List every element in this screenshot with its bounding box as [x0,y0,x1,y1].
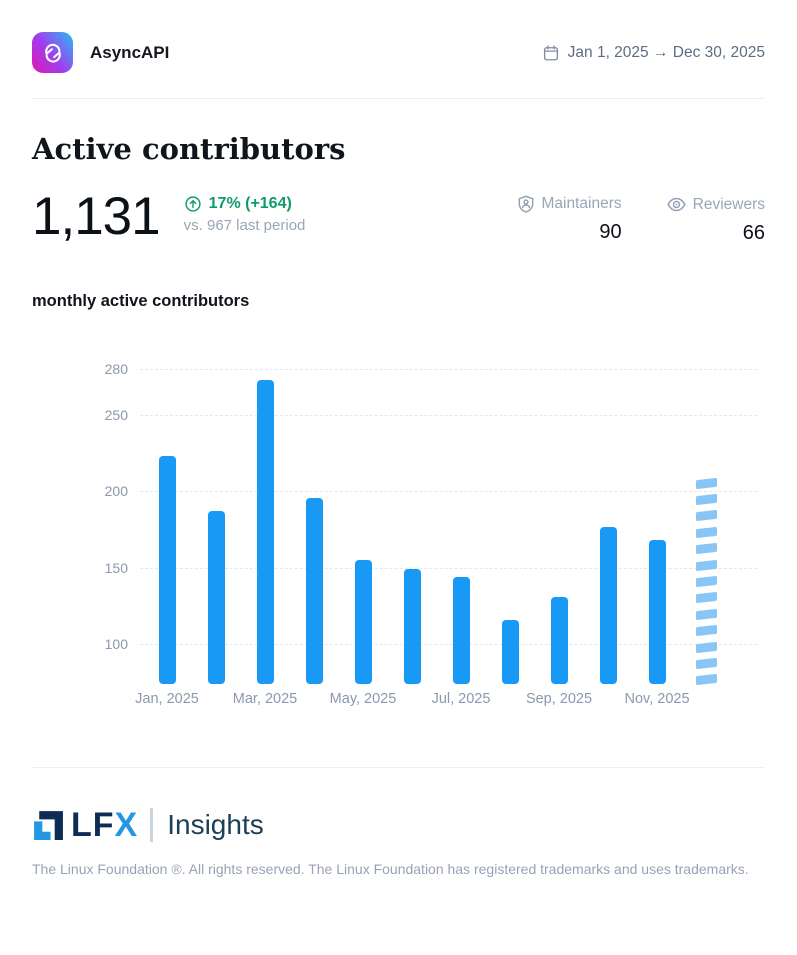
bar [256,379,274,684]
bar [403,569,421,684]
date-range-text: Jan 1, 2025 → Dec 30, 2025 [567,43,765,61]
bar [305,497,323,684]
chart-title: monthly active contributors [32,292,250,310]
bar [599,526,617,684]
header-divider [32,98,765,99]
projected-bar-segment [695,559,717,571]
project-name: AsyncAPI [90,42,170,62]
y-tick-label: 280 [104,361,128,378]
x-tick-label: Jan, 2025 [135,691,199,707]
y-tick-label: 100 [104,636,128,653]
projected-bar-segment [695,657,717,669]
date-range: Jan 1, 2025 → Dec 30, 2025 [542,44,765,62]
footer: LFX Insights The Linux Foundation ®. All… [32,808,765,880]
reviewers-label: Reviewers [692,195,765,213]
header: AsyncAPI Jan 1, 2025 → Dec 30, 2025 [0,0,797,98]
page-title: Active contributors [32,132,346,166]
grid-line [140,644,757,646]
bar [452,577,470,684]
trend-value: 17% (+164) [208,195,292,212]
x-tick-label: Jul, 2025 [431,691,491,707]
grid-line [140,491,757,493]
projected-bar-segment [695,674,717,686]
grid-line [140,415,757,417]
projected-bar-segment [695,592,717,604]
active-contributors-count: 1,131 [32,187,161,246]
insights-wordmark: Insights [167,809,264,840]
bar [501,619,519,684]
footer-divider [32,767,765,768]
maintainers-stat: Maintainers 90 [516,194,622,245]
bar [550,596,568,684]
projected-bar-segment [695,641,717,653]
y-tick-label: 200 [104,483,128,500]
bar [648,540,666,684]
projected-bar-segment [695,510,717,522]
projected-bar [695,473,717,686]
grid-line [140,567,757,569]
reviewers-stat: Reviewers 66 [666,194,765,245]
calendar-icon [542,44,560,62]
x-tick-label: May, 2025 [329,691,397,707]
logo-separator [150,808,154,842]
x-tick-label: Mar, 2025 [232,691,298,707]
projected-bar-segment [695,575,717,587]
x-tick-label: Nov, 2025 [624,691,690,707]
bar [158,456,176,684]
y-tick-label: 250 [104,407,128,424]
maintainers-label: Maintainers [541,195,622,212]
projected-bar-segment [695,526,717,538]
maintainers-shield-icon [516,194,536,214]
asyncapi-logo-icon [32,32,73,73]
grid-line [140,369,757,371]
projected-bar-segment [695,543,717,554]
bar-chart: 100 150 200 250 280 Jan, 2025 Mar, 2025 May, 20… [0,359,797,711]
stats-row: 1,131 17% (+164) vs. 967 last period [32,188,765,246]
reviewers-eye-icon [666,194,687,215]
projected-bar-segment [695,608,717,620]
trend-comparison: vs. 967 last period [183,217,306,234]
side-stats: Maintainers 90 Reviewers 66 [516,188,765,245]
projected-bar-segment [695,477,717,489]
x-tick-label: Sep, 2025 [525,691,593,707]
lfx-insights-logo: LFX Insights [32,808,765,842]
reviewers-value: 66 [742,222,765,244]
trend-column: 17% (+164) vs. 967 last period [184,188,306,234]
maintainers-value: 90 [599,221,622,243]
footer-trademark: The Linux Foundation ®. All rights reser… [32,861,749,877]
projected-bar-segment [695,625,717,636]
lfx-mark-icon [32,809,65,842]
bar [354,560,372,684]
lfx-wordmark: LFX [71,806,139,844]
y-tick-label: 150 [104,559,128,576]
bar [207,511,225,684]
trend-up-icon [184,195,202,213]
projected-bar-segment [695,493,717,505]
